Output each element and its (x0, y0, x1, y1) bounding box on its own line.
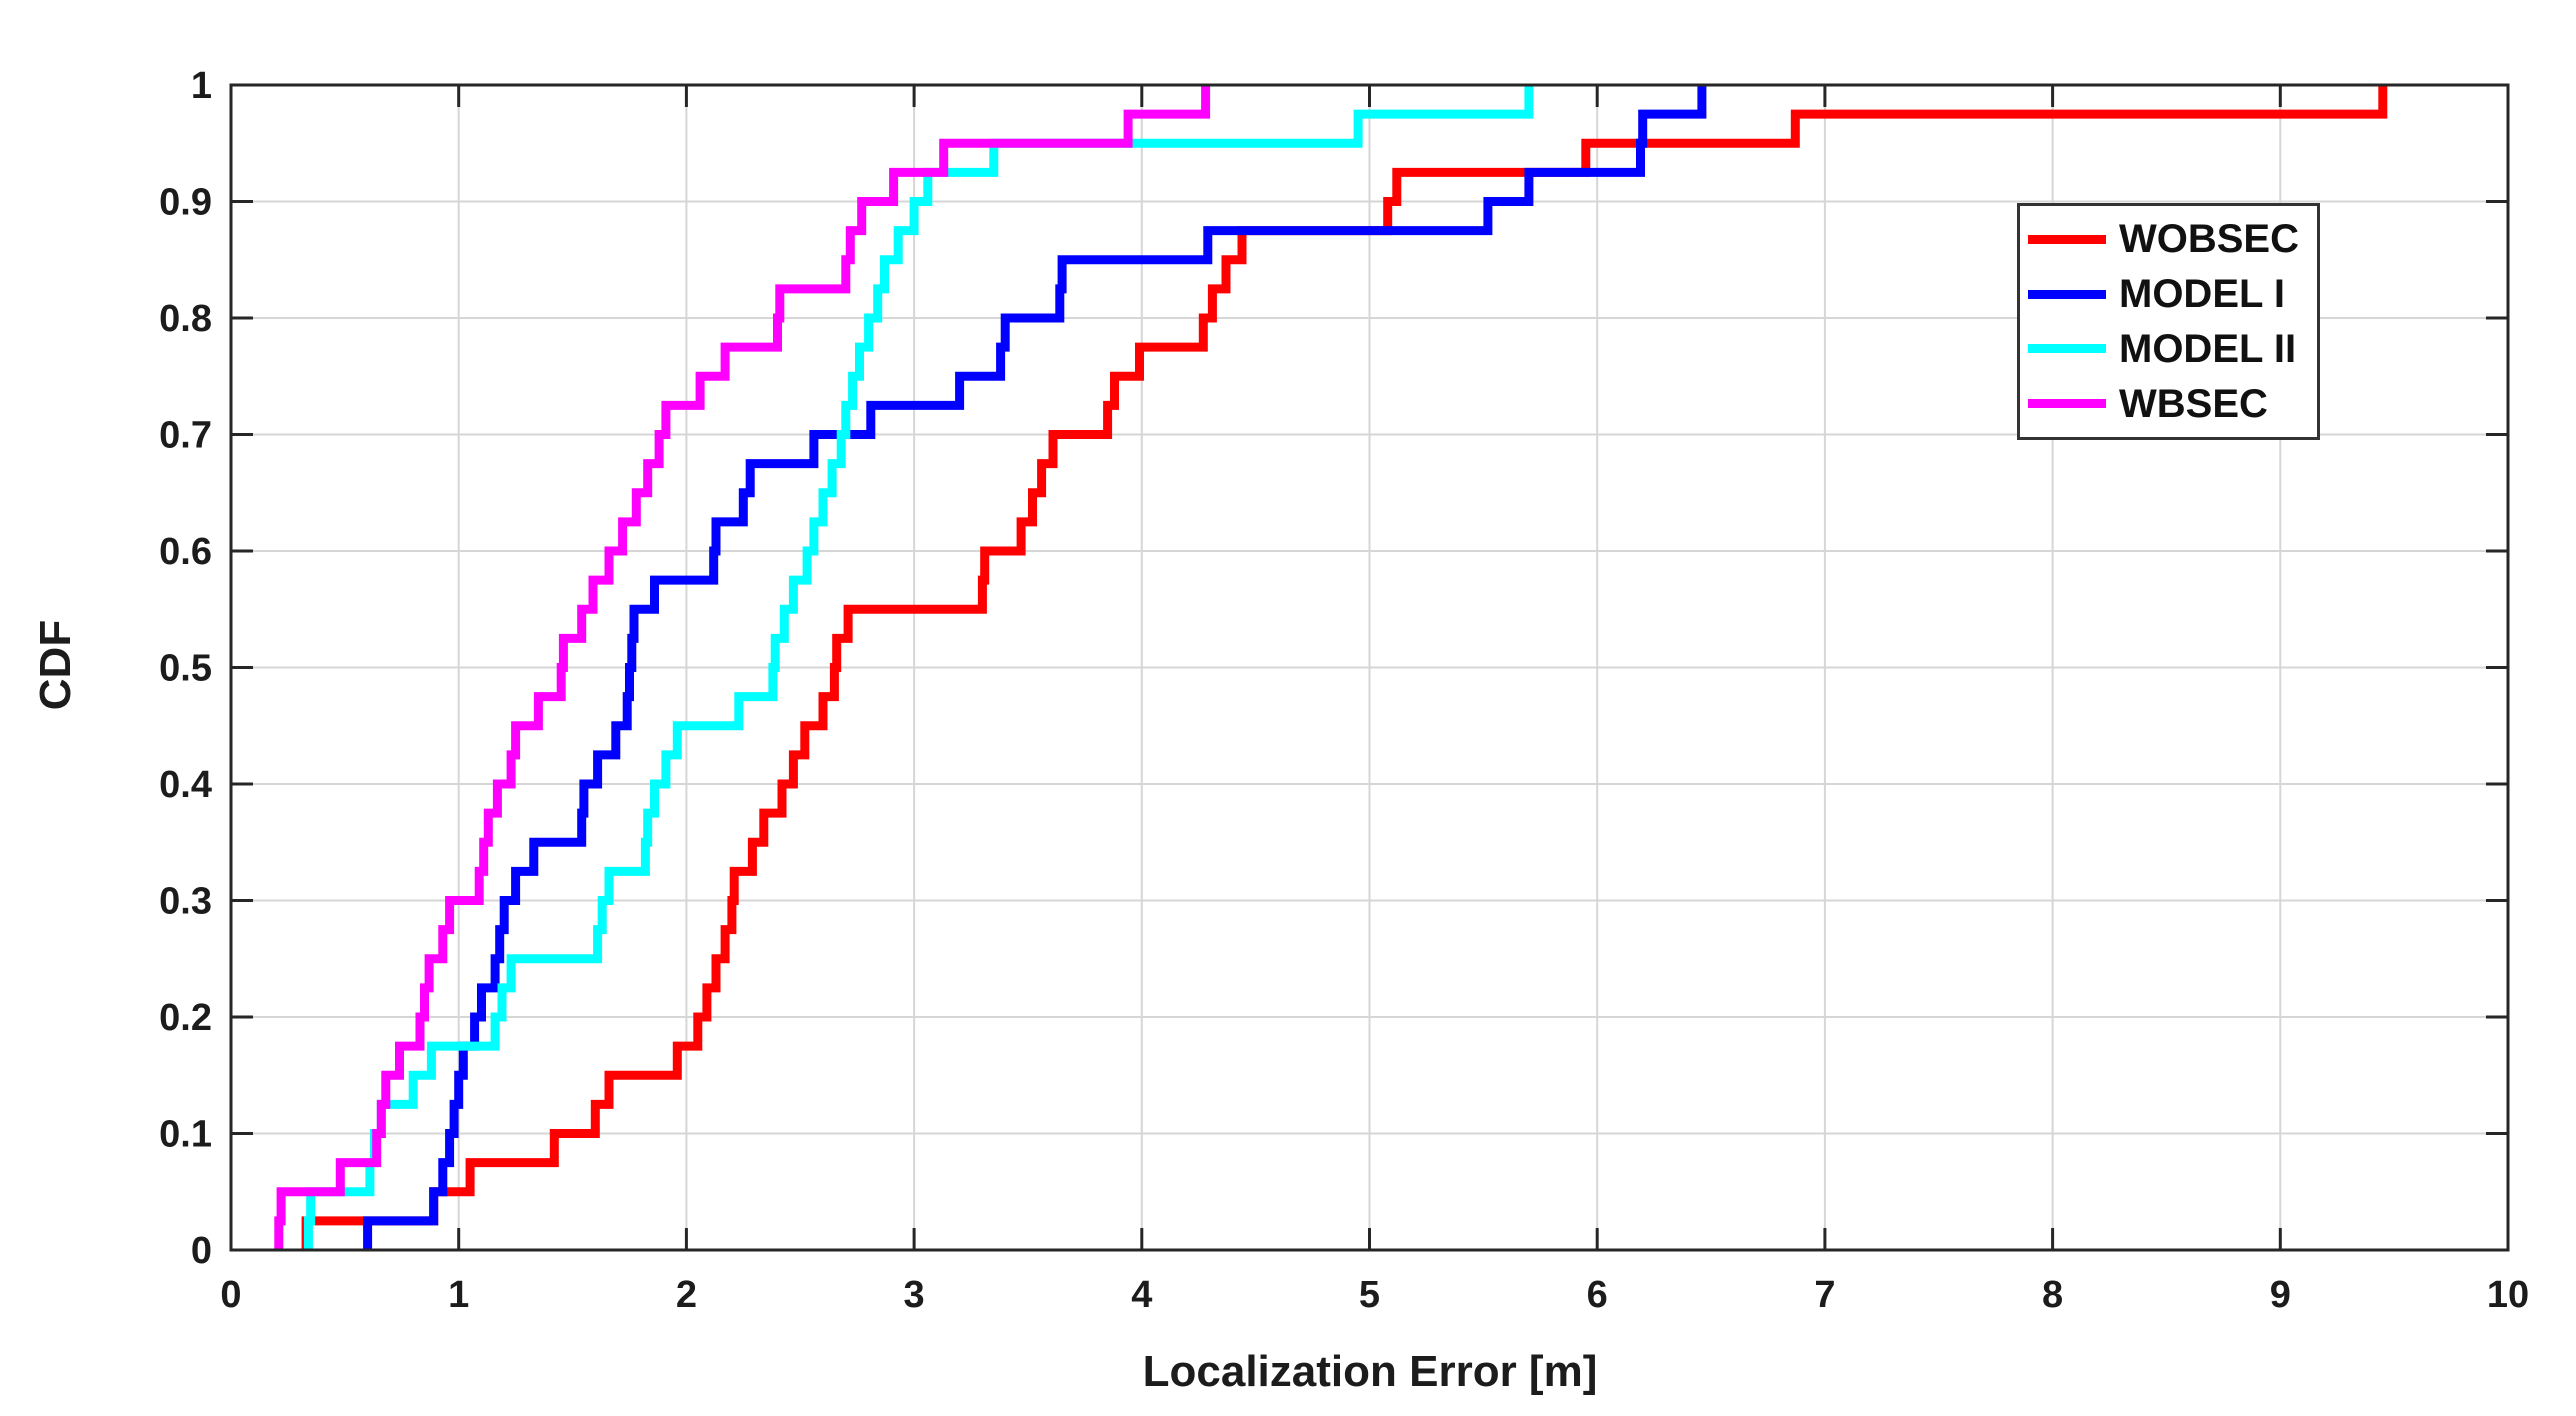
legend-label-model-ii: MODEL II (2119, 326, 2297, 371)
legend-swatch-model-i (2028, 289, 2106, 299)
legend-item-wbsec: WBSEC (2028, 378, 2317, 430)
y-tick-label: 0.5 (159, 648, 212, 690)
y-tick-label: 0.4 (159, 764, 212, 806)
y-tick-label: 0.8 (159, 298, 212, 340)
y-tick-label: 1 (191, 65, 212, 107)
y-axis-label: CDF (31, 619, 80, 711)
legend-label-model-i: MODEL I (2119, 272, 2285, 317)
series-line-model-ii (303, 85, 1534, 1250)
legend-item-model-ii: MODEL II (2028, 323, 2317, 375)
y-tick-label: 0.3 (159, 881, 212, 923)
x-tick-label: 3 (904, 1274, 925, 1316)
x-tick-label: 2 (676, 1274, 697, 1316)
legend-swatch-wbsec (2028, 399, 2106, 409)
y-tick-label: 0 (191, 1230, 212, 1272)
legend-label-wobsec: WOBSEC (2119, 217, 2299, 262)
series-line-wbsec (274, 85, 1211, 1250)
y-tick-label: 0.2 (159, 997, 212, 1039)
x-tick-label: 9 (2270, 1274, 2291, 1316)
series-line-wobsec (301, 85, 2388, 1250)
x-tick-label: 8 (2042, 1274, 2063, 1316)
x-axis-label: Localization Error [m] (1142, 1347, 1598, 1396)
x-tick-label: 0 (220, 1274, 241, 1316)
legend-swatch-model-ii (2028, 344, 2106, 354)
y-tick-label: 0.1 (159, 1114, 212, 1156)
y-tick-label: 0.9 (159, 182, 212, 224)
legend-box: WOBSEC MODEL I MODEL II WBSEC (2017, 203, 2320, 440)
legend-label-wbsec: WBSEC (2119, 381, 2268, 426)
y-tick-label: 0.7 (159, 415, 212, 457)
legend-swatch-wobsec (2028, 234, 2106, 244)
legend-item-model-i: MODEL I (2028, 268, 2317, 320)
x-tick-label: 4 (1131, 1274, 1152, 1316)
x-tick-label: 10 (2487, 1274, 2529, 1316)
x-tick-label: 1 (448, 1274, 469, 1316)
x-tick-label: 7 (1814, 1274, 1835, 1316)
x-tick-label: 6 (1587, 1274, 1608, 1316)
legend-item-wobsec: WOBSEC (2028, 213, 2317, 265)
x-tick-label: 5 (1359, 1274, 1380, 1316)
y-tick-label: 0.6 (159, 531, 212, 573)
